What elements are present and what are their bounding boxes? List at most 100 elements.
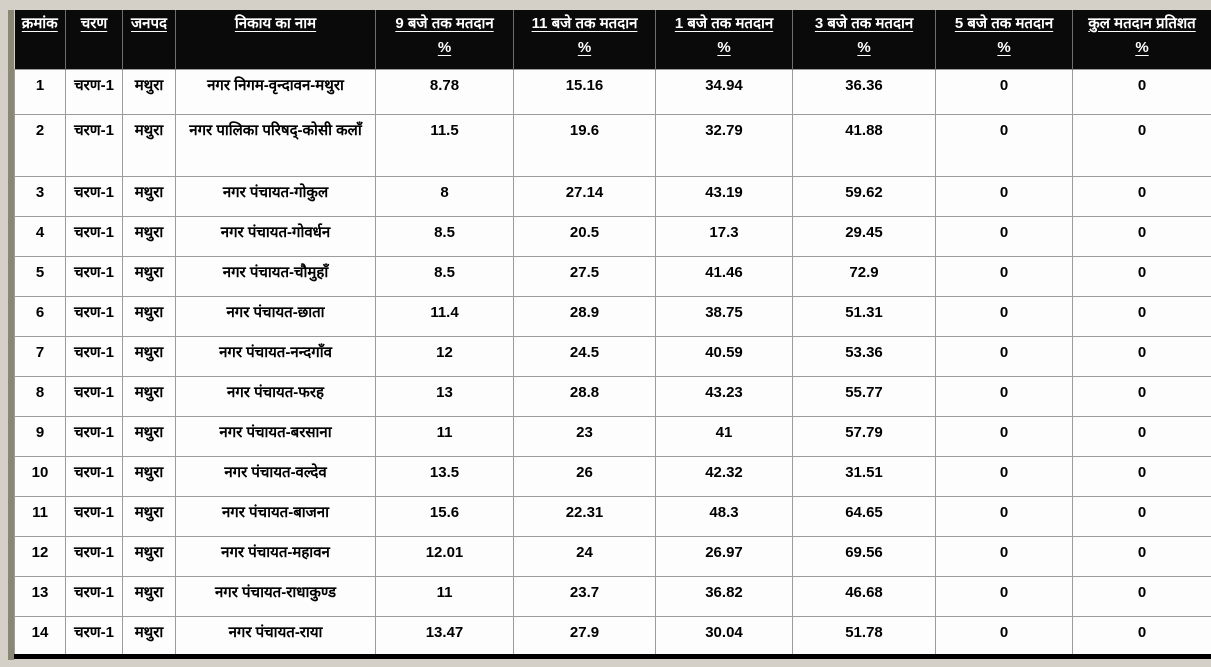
column-percent-label: %: [997, 38, 1011, 56]
column-label: क्रमांक: [21, 15, 58, 32]
cell-r4-c6: 20.5: [513, 216, 656, 257]
cell-r12-c2: चरण-1: [65, 536, 123, 577]
cell-r10-c8: 31.51: [792, 456, 936, 497]
table-row-3: 3 चरण-1 मथुरा नगर पंचायत-गोकुल 8 27.14 43.19 59…: [14, 176, 1211, 217]
column-percent-label: %: [437, 38, 452, 56]
table-row-6: 6 चरण-1 मथुरा नगर पंचायत-छाता 11.4 28.9 38.75 5…: [14, 296, 1211, 337]
column-header-3: जनपद: [122, 10, 176, 70]
cell-r3-c10: 0: [1072, 176, 1211, 217]
table-row-1: 1 चरण-1 मथुरा नगर निगम-वृन्दावन-मथुरा 8.78 15…: [14, 69, 1211, 115]
cell-r14-c6: 27.9: [513, 616, 656, 657]
cell-r11-c5: 15.6: [375, 496, 514, 537]
table-row-11: 11 चरण-1 मथुरा नगर पंचायत-बाजना 15.6 22.31 48.…: [14, 496, 1211, 537]
cell-r10-c9: 0: [935, 456, 1073, 497]
cell-r12-c6: 24: [513, 536, 656, 577]
cell-r2-c8: 41.88: [792, 114, 936, 177]
cell-r10-c4: नगर पंचायत-वल्देव: [175, 456, 376, 497]
cell-r12-c5: 12.01: [375, 536, 514, 577]
cell-r14-c3: मथुरा: [122, 616, 176, 657]
column-label: 5 बजे तक मतदान: [954, 15, 1054, 32]
cell-r9-c8: 57.79: [792, 416, 936, 457]
cell-r12-c10: 0: [1072, 536, 1211, 577]
cell-r14-c7: 30.04: [655, 616, 793, 657]
cell-r10-c6: 26: [513, 456, 656, 497]
cell-r4-c1: 4: [14, 216, 66, 257]
cell-r14-c5: 13.47: [375, 616, 514, 657]
cell-r10-c2: चरण-1: [65, 456, 123, 497]
cell-r12-c7: 26.97: [655, 536, 793, 577]
cell-r14-c4: नगर पंचायत-राया: [175, 616, 376, 657]
column-percent-label: %: [1135, 38, 1149, 56]
cell-r6-c4: नगर पंचायत-छाता: [175, 296, 376, 337]
column-label: 3 बजे तक मतदान: [814, 15, 914, 32]
cell-r14-c8: 51.78: [792, 616, 936, 657]
cell-r11-c2: चरण-1: [65, 496, 123, 537]
cell-r5-c3: मथुरा: [122, 256, 176, 297]
cell-r2-c10: 0: [1072, 114, 1211, 177]
cell-r6-c7: 38.75: [655, 296, 793, 337]
cell-r5-c5: 8.5: [375, 256, 514, 297]
cell-r3-c6: 27.14: [513, 176, 656, 217]
cell-r6-c1: 6: [14, 296, 66, 337]
cell-r14-c2: चरण-1: [65, 616, 123, 657]
cell-r9-c5: 11: [375, 416, 514, 457]
cell-r1-c1: 1: [14, 69, 66, 115]
cell-r5-c9: 0: [935, 256, 1073, 297]
cell-r11-c4: नगर पंचायत-बाजना: [175, 496, 376, 537]
cell-r9-c1: 9: [14, 416, 66, 457]
table-row-4: 4 चरण-1 मथुरा नगर पंचायत-गोवर्धन 8.5 20.5 17.3…: [14, 216, 1211, 257]
cell-r9-c6: 23: [513, 416, 656, 457]
column-label: कुल मतदान प्रतिशत: [1088, 15, 1196, 32]
cell-r8-c2: चरण-1: [65, 376, 123, 417]
cell-r8-c10: 0: [1072, 376, 1211, 417]
cell-r3-c4: नगर पंचायत-गोकुल: [175, 176, 376, 217]
cell-r6-c3: मथुरा: [122, 296, 176, 337]
cell-r5-c10: 0: [1072, 256, 1211, 297]
table-row-9: 9 चरण-1 मथुरा नगर पंचायत-बरसाना 11 23 41 57.79 0…: [14, 416, 1211, 457]
cell-r5-c2: चरण-1: [65, 256, 123, 297]
cell-r4-c4: नगर पंचायत-गोवर्धन: [175, 216, 376, 257]
column-header-8: 3 बजे तक मतदान%: [792, 10, 936, 70]
cell-r13-c4: नगर पंचायत-राधाकुण्ड: [175, 576, 376, 617]
cell-r1-c6: 15.16: [513, 69, 656, 115]
cell-r11-c1: 11: [14, 496, 66, 537]
cell-r7-c9: 0: [935, 336, 1073, 377]
cell-r8-c1: 8: [14, 376, 66, 417]
cell-r10-c10: 0: [1072, 456, 1211, 497]
cell-r13-c2: चरण-1: [65, 576, 123, 617]
cell-r9-c10: 0: [1072, 416, 1211, 457]
cell-r8-c6: 28.8: [513, 376, 656, 417]
cell-r4-c2: चरण-1: [65, 216, 123, 257]
cell-r1-c3: मथुरा: [122, 69, 176, 115]
cell-r7-c3: मथुरा: [122, 336, 176, 377]
cell-r6-c8: 51.31: [792, 296, 936, 337]
cell-r13-c7: 36.82: [655, 576, 793, 617]
cell-r4-c5: 8.5: [375, 216, 514, 257]
cell-r4-c3: मथुरा: [122, 216, 176, 257]
cell-r13-c5: 11: [375, 576, 514, 617]
cell-r11-c10: 0: [1072, 496, 1211, 537]
cell-r7-c5: 12: [375, 336, 514, 377]
table-row-14: 14 चरण-1 मथुरा नगर पंचायत-राया 13.47 27.9 30.0…: [14, 616, 1211, 657]
column-label: 1 बजे तक मतदान: [674, 15, 774, 32]
cell-r8-c3: मथुरा: [122, 376, 176, 417]
cell-r13-c3: मथुरा: [122, 576, 176, 617]
cell-r4-c9: 0: [935, 216, 1073, 257]
cell-r9-c4: नगर पंचायत-बरसाना: [175, 416, 376, 457]
cell-r8-c5: 13: [375, 376, 514, 417]
cell-r13-c8: 46.68: [792, 576, 936, 617]
cell-r9-c3: मथुरा: [122, 416, 176, 457]
cell-r10-c1: 10: [14, 456, 66, 497]
cell-r5-c6: 27.5: [513, 256, 656, 297]
cell-r12-c3: मथुरा: [122, 536, 176, 577]
cell-r2-c3: मथुरा: [122, 114, 176, 177]
cell-r7-c2: चरण-1: [65, 336, 123, 377]
cell-r10-c7: 42.32: [655, 456, 793, 497]
cell-r7-c4: नगर पंचायत-नन्दगाँव: [175, 336, 376, 377]
cell-r9-c2: चरण-1: [65, 416, 123, 457]
cell-r12-c9: 0: [935, 536, 1073, 577]
cell-r8-c7: 43.23: [655, 376, 793, 417]
column-header-9: 5 बजे तक मतदान%: [935, 10, 1073, 70]
cell-r2-c5: 11.5: [375, 114, 514, 177]
cell-r1-c5: 8.78: [375, 69, 514, 115]
